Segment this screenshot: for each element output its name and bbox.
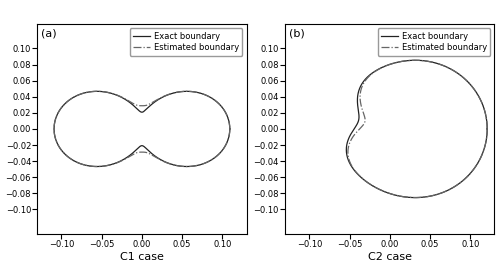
Exact boundary bbox=[408, 196, 414, 199]
Text: (a): (a) bbox=[42, 29, 57, 39]
Estimated boundary bbox=[189, 90, 195, 93]
X-axis label: C1 case: C1 case bbox=[120, 252, 164, 262]
Estimated boundary bbox=[371, 185, 377, 188]
Estimated boundary bbox=[84, 90, 90, 94]
Exact boundary bbox=[189, 90, 195, 93]
Exact boundary bbox=[417, 196, 423, 199]
Estimated boundary bbox=[66, 99, 71, 102]
Estimated boundary bbox=[358, 102, 364, 106]
Exact boundary bbox=[66, 99, 71, 102]
Estimated boundary bbox=[147, 152, 153, 156]
Exact boundary bbox=[484, 127, 490, 131]
Text: (b): (b) bbox=[290, 29, 305, 39]
Estimated boundary bbox=[417, 196, 423, 199]
Line: Exact boundary: Exact boundary bbox=[346, 60, 487, 198]
Legend: Exact boundary, Estimated boundary: Exact boundary, Estimated boundary bbox=[130, 28, 242, 56]
Estimated boundary bbox=[412, 59, 418, 62]
Estimated boundary bbox=[227, 127, 233, 131]
Estimated boundary bbox=[184, 90, 190, 93]
Estimated boundary bbox=[412, 196, 418, 199]
Estimated boundary bbox=[227, 127, 233, 131]
Estimated boundary bbox=[362, 114, 368, 118]
Estimated boundary bbox=[128, 154, 134, 157]
Exact boundary bbox=[142, 146, 148, 150]
Estimated boundary bbox=[462, 77, 468, 80]
Exact boundary bbox=[84, 91, 90, 94]
Exact boundary bbox=[184, 90, 190, 93]
Exact boundary bbox=[354, 100, 360, 103]
Line: Estimated boundary: Estimated boundary bbox=[348, 60, 487, 198]
Exact boundary bbox=[412, 59, 418, 62]
Exact boundary bbox=[412, 196, 418, 199]
Exact boundary bbox=[484, 127, 490, 131]
Legend: Exact boundary, Estimated boundary: Exact boundary, Estimated boundary bbox=[378, 28, 490, 56]
Exact boundary bbox=[356, 112, 362, 116]
Estimated boundary bbox=[184, 165, 190, 168]
Exact boundary bbox=[146, 149, 152, 153]
X-axis label: C2 case: C2 case bbox=[368, 252, 412, 262]
Estimated boundary bbox=[144, 151, 150, 154]
Exact boundary bbox=[184, 165, 190, 168]
Exact boundary bbox=[227, 127, 233, 131]
Estimated boundary bbox=[408, 196, 414, 199]
Estimated boundary bbox=[484, 127, 490, 131]
Exact boundary bbox=[227, 127, 233, 131]
Exact boundary bbox=[128, 152, 134, 156]
Exact boundary bbox=[462, 77, 468, 80]
Line: Exact boundary: Exact boundary bbox=[54, 91, 230, 167]
Estimated boundary bbox=[484, 127, 490, 131]
Line: Estimated boundary: Estimated boundary bbox=[54, 91, 230, 167]
Exact boundary bbox=[371, 185, 377, 188]
